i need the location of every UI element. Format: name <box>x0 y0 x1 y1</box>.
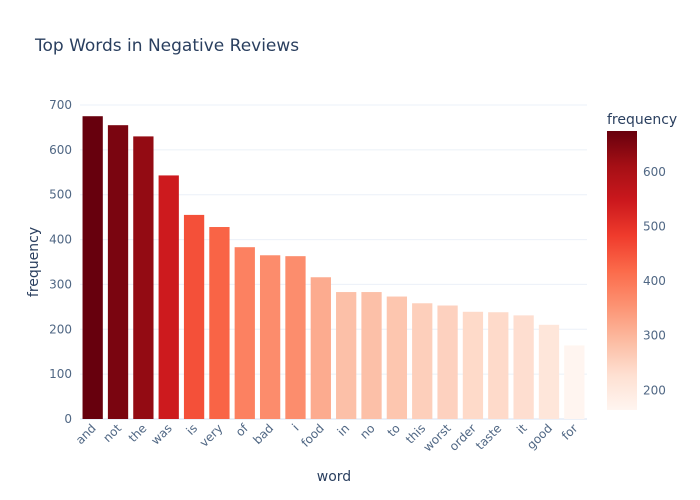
chart-title: Top Words in Negative Reviews <box>34 36 299 56</box>
bar-not <box>107 125 129 419</box>
x-axis-title: word <box>317 469 351 485</box>
bar-of <box>234 247 255 419</box>
bar-to <box>386 296 408 419</box>
colorbar: frequency 200 300 400 500 600 <box>607 112 677 410</box>
colorbar-tick-label: 400 <box>643 274 666 288</box>
y-tick-label: 300 <box>49 277 72 291</box>
bar-bad <box>259 255 281 419</box>
x-tick-label: food <box>298 421 327 450</box>
x-tick-label: i <box>289 421 301 433</box>
colorbar-title: frequency <box>607 112 677 128</box>
x-tick-label: order <box>447 421 480 454</box>
colorbar-gradient <box>607 131 637 410</box>
x-tick-label: bad <box>250 421 276 447</box>
colorbar-ticks: 200 300 400 500 600 <box>643 165 666 397</box>
y-tick-label: 100 <box>49 367 72 381</box>
colorbar-tick-label: 200 <box>643 383 666 397</box>
x-tick-label: not <box>100 421 124 445</box>
colorbar-tick-label: 500 <box>643 220 666 234</box>
x-tick-label: it <box>514 421 530 437</box>
bar-in <box>336 292 357 419</box>
x-tick-label: no <box>357 421 377 441</box>
y-tick-label: 400 <box>49 233 72 247</box>
x-tick-label: of <box>233 421 252 440</box>
x-tick-label: to <box>385 421 403 439</box>
y-axis-title: frequency <box>26 227 42 297</box>
bar-is <box>183 214 205 419</box>
bar-i <box>285 256 306 419</box>
y-tick-label: 0 <box>64 412 72 426</box>
x-tick-label: worst <box>420 421 453 454</box>
y-tick-label: 200 <box>49 322 72 336</box>
bars <box>82 116 585 419</box>
y-tick-label: 700 <box>49 98 72 112</box>
bar-worst <box>437 305 458 419</box>
bar-and <box>82 116 103 419</box>
bar-good <box>538 324 560 419</box>
x-tick-label: taste <box>473 421 504 452</box>
y-axis-ticks: 0 100 200 300 400 500 600 700 <box>49 98 72 426</box>
grid-lines <box>80 104 587 420</box>
x-tick-label: for <box>559 421 581 443</box>
x-tick-label: and <box>73 421 99 447</box>
bar-taste <box>488 312 509 419</box>
bar-food <box>310 277 331 419</box>
x-tick-label: the <box>126 421 150 445</box>
bar-it <box>513 315 534 419</box>
y-tick-label: 500 <box>49 188 72 202</box>
colorbar-tick-label: 600 <box>643 165 666 179</box>
bar-was <box>158 175 179 419</box>
colorbar-tick-label: 300 <box>643 329 666 343</box>
x-tick-label: was <box>148 421 174 447</box>
bar-for <box>564 345 585 419</box>
bar-very <box>209 227 230 419</box>
bar-this <box>412 303 433 419</box>
x-tick-label: good <box>524 421 555 452</box>
y-tick-label: 600 <box>49 143 72 157</box>
bar-the <box>133 136 154 419</box>
x-tick-label: in <box>335 421 353 439</box>
bar-order <box>462 311 484 419</box>
x-tick-label: is <box>184 421 201 438</box>
x-tick-label: very <box>197 421 226 450</box>
bar-no <box>361 292 382 419</box>
